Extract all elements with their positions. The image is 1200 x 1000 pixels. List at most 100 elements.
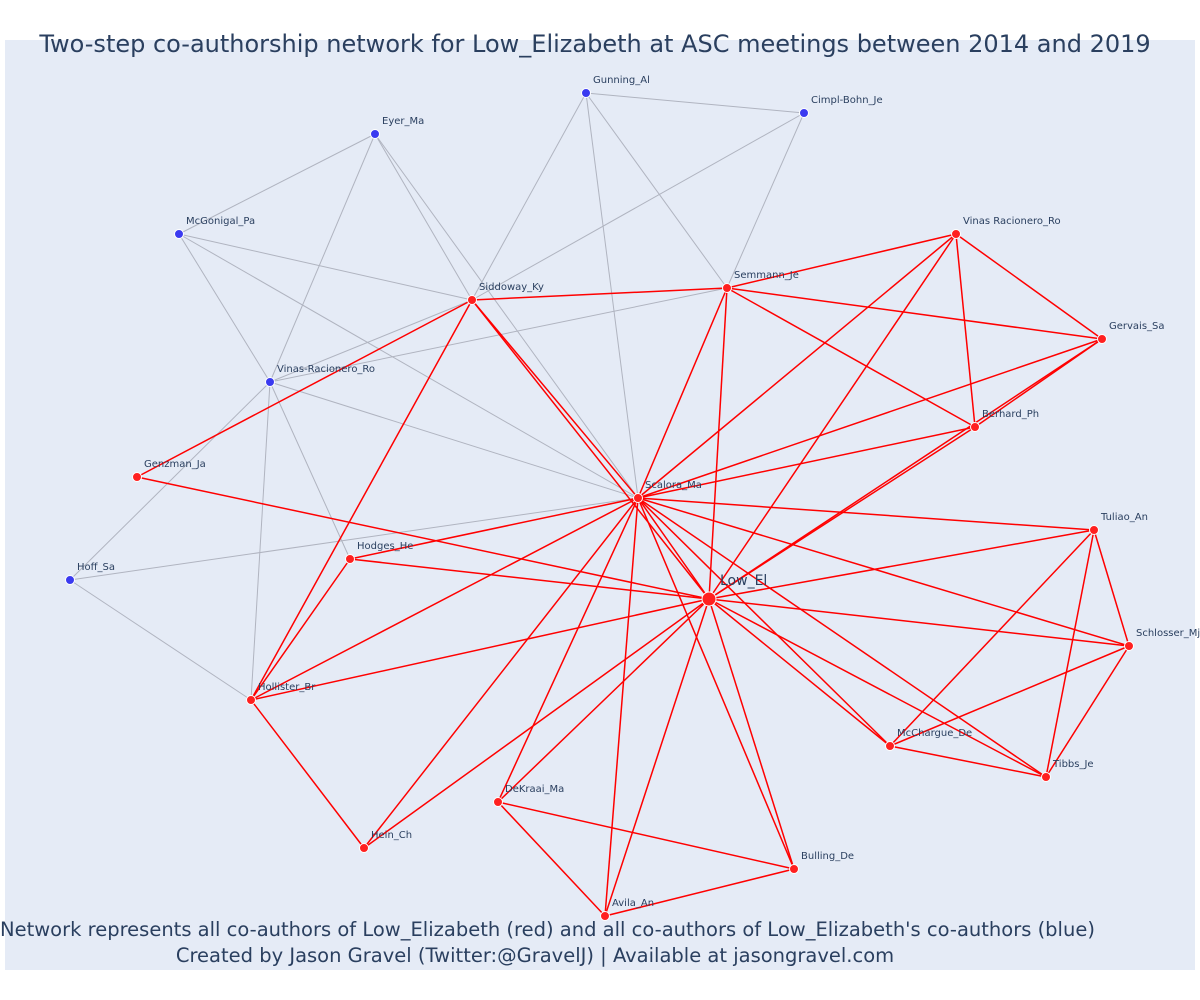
- node-schlosser-mj[interactable]: [1124, 641, 1134, 651]
- node-label-berhard-ph: Berhard_Ph: [982, 409, 1039, 420]
- grey-edge-vinas-racionero-ro-hollister-br: [250, 381, 271, 701]
- node-genzman-ja[interactable]: [132, 472, 142, 482]
- red-edge-semmann-je-gervais-sa: [726, 287, 1103, 340]
- node-label-avila-an: Avila_An: [612, 898, 654, 909]
- node-label-hoff-sa: Hoff_Sa: [77, 562, 115, 573]
- node-label-hollister-br: Hollister_Br: [258, 682, 316, 693]
- node-vinas-racionero-ro[interactable]: [265, 377, 275, 387]
- grey-edge-eyer-ma-scalora-ma: [374, 133, 639, 499]
- red-edge-low-el-semmann-je: [708, 287, 728, 600]
- node-dekraai-ma[interactable]: [493, 797, 503, 807]
- node-label-scalora-ma: Scalora_Ma: [645, 480, 702, 491]
- red-edge-siddoway-ky-genzman-ja: [136, 299, 473, 478]
- red-edge-gervais-sa-berhard-ph: [974, 338, 1103, 428]
- node-label-tibbs-je: Tibbs_Je: [1052, 759, 1094, 770]
- red-edge-low-el-schlosser-mj: [708, 598, 1130, 647]
- red-edge-scalora-ma-tibbs-je: [637, 497, 1047, 778]
- red-edges: [136, 233, 1130, 917]
- node-hodges-he[interactable]: [345, 554, 355, 564]
- grey-edge-hoff-sa-hollister-br: [69, 579, 252, 701]
- node-tibbs-je[interactable]: [1041, 772, 1051, 782]
- chart-title: Two-step co-authorship network for Low_E…: [39, 30, 1151, 58]
- red-edge-scalora-ma-siddoway-ky: [471, 299, 639, 499]
- node-scalora-ma[interactable]: [633, 493, 643, 503]
- plot-area: [5, 40, 1195, 970]
- grey-edge-gunning-al-scalora-ma: [585, 92, 639, 499]
- grey-edge-vinas-racionero-ro-hoff-sa: [69, 381, 271, 581]
- red-edge-scalora-ma-bulling-de: [637, 497, 795, 870]
- red-edge-low-el-bulling-de: [708, 598, 795, 870]
- grey-edge-mcgonigal-pa-scalora-ma: [178, 233, 639, 499]
- red-edge-tuliao-an-mcchargue-de: [889, 529, 1095, 747]
- nodes: [65, 88, 1134, 921]
- grey-edge-vinas-racionero-ro-hodges-he: [269, 381, 351, 560]
- red-edge-scalora-ma-dekraai-ma: [497, 497, 639, 803]
- node-label-vinas-racionero-ro: Vinas-Racionero_Ro: [277, 364, 375, 375]
- node-semmann-je[interactable]: [722, 283, 732, 293]
- node-label-hodges-he: Hodges_He: [357, 541, 413, 552]
- node-label-low-el: Low_El: [720, 573, 767, 589]
- node-label-gunning-al: Gunning_Al: [593, 75, 650, 86]
- red-edge-dekraai-ma-avila-an: [497, 801, 606, 917]
- red-edge-low-el-hein-ch: [363, 598, 710, 849]
- node-label-bulling-de: Bulling_De: [801, 851, 854, 862]
- node-label-siddoway-ky: Siddoway_Ky: [479, 282, 544, 293]
- red-edge-tuliao-an-schlosser-mj: [1093, 529, 1130, 647]
- node-low-el[interactable]: [701, 591, 717, 607]
- node-bulling-de[interactable]: [789, 864, 799, 874]
- node-label-schlosser-mj: Schlosser_Mj: [1136, 628, 1200, 639]
- red-edge-low-el-avila-an: [604, 598, 710, 917]
- node-label-mcchargue-de: McChargue_De: [897, 728, 972, 739]
- node-siddoway-ky[interactable]: [467, 295, 477, 305]
- node-hoff-sa[interactable]: [65, 575, 75, 585]
- node-label-vinas-racionero-ro: Vinas Racionero_Ro: [963, 216, 1061, 227]
- red-edge-scalora-ma-hein-ch: [363, 497, 639, 849]
- red-edge-vinas-racionero-ro-gervais-sa: [955, 233, 1103, 340]
- red-edge-scalora-ma-vinas-racionero-ro: [637, 233, 957, 499]
- node-tuliao-an[interactable]: [1089, 525, 1099, 535]
- node-eyer-ma[interactable]: [370, 129, 380, 139]
- red-edge-avila-an-bulling-de: [604, 868, 795, 917]
- node-label-tuliao-an: Tuliao_An: [1100, 512, 1148, 523]
- node-berhard-ph[interactable]: [970, 422, 980, 432]
- red-edge-low-el-hollister-br: [250, 598, 710, 701]
- red-edge-semmann-je-berhard-ph: [726, 287, 976, 428]
- red-edge-mcchargue-de-tibbs-je: [889, 745, 1047, 778]
- red-edge-dekraai-ma-bulling-de: [497, 801, 795, 870]
- grey-edge-gunning-al-semmann-je: [585, 92, 728, 289]
- node-hollister-br[interactable]: [246, 695, 256, 705]
- node-mcchargue-de[interactable]: [885, 741, 895, 751]
- node-cimpl-bohn-je[interactable]: [799, 108, 809, 118]
- footer-credit: Created by Jason Gravel (Twitter:@Gravel…: [175, 944, 895, 967]
- red-edge-tuliao-an-tibbs-je: [1045, 529, 1095, 778]
- grey-edge-mcgonigal-pa-vinas-racionero-ro: [178, 233, 271, 383]
- grey-edges: [69, 92, 805, 701]
- red-edge-hodges-he-hollister-br: [250, 558, 351, 701]
- node-gervais-sa[interactable]: [1097, 334, 1107, 344]
- red-edge-scalora-ma-gervais-sa: [637, 338, 1103, 499]
- red-edge-low-el-scalora-ma: [637, 497, 710, 600]
- red-edge-scalora-ma-mcchargue-de: [637, 497, 891, 747]
- node-gunning-al[interactable]: [581, 88, 591, 98]
- red-edge-schlosser-mj-tibbs-je: [1045, 645, 1130, 778]
- node-avila-an[interactable]: [600, 911, 610, 921]
- red-edge-hollister-br-hein-ch: [250, 699, 365, 849]
- node-hein-ch[interactable]: [359, 843, 369, 853]
- node-label-mcgonigal-pa: McGonigal_Pa: [186, 216, 255, 227]
- node-label-hein-ch: Hein_Ch: [371, 830, 412, 841]
- grey-edge-gunning-al-cimpl-bohn-je: [585, 92, 805, 114]
- footer-note: Network represents all co-authors of Low…: [0, 918, 1095, 941]
- node-labels: Low_El Scalora_Ma Siddoway_Ky Semmann_Je Vin…: [77, 75, 1200, 909]
- node-label-cimpl-bohn-je: Cimpl-Bohn_Je: [811, 95, 883, 106]
- red-edge-low-el-hodges-he: [349, 558, 710, 600]
- red-edge-scalora-ma-semmann-je: [637, 287, 728, 499]
- red-edge-schlosser-mj-mcchargue-de: [889, 645, 1130, 747]
- node-label-eyer-ma: Eyer_Ma: [382, 116, 424, 127]
- node-vinas-racionero-ro[interactable]: [951, 229, 961, 239]
- node-mcgonigal-pa[interactable]: [174, 229, 184, 239]
- red-edge-scalora-ma-hollister-br: [250, 497, 639, 701]
- red-edge-low-el-gervais-sa: [708, 338, 1103, 600]
- red-edge-low-el-genzman-ja: [136, 476, 710, 600]
- red-edge-scalora-ma-berhard-ph: [637, 426, 976, 499]
- red-edge-semmann-je-vinas-racionero-ro: [726, 233, 957, 289]
